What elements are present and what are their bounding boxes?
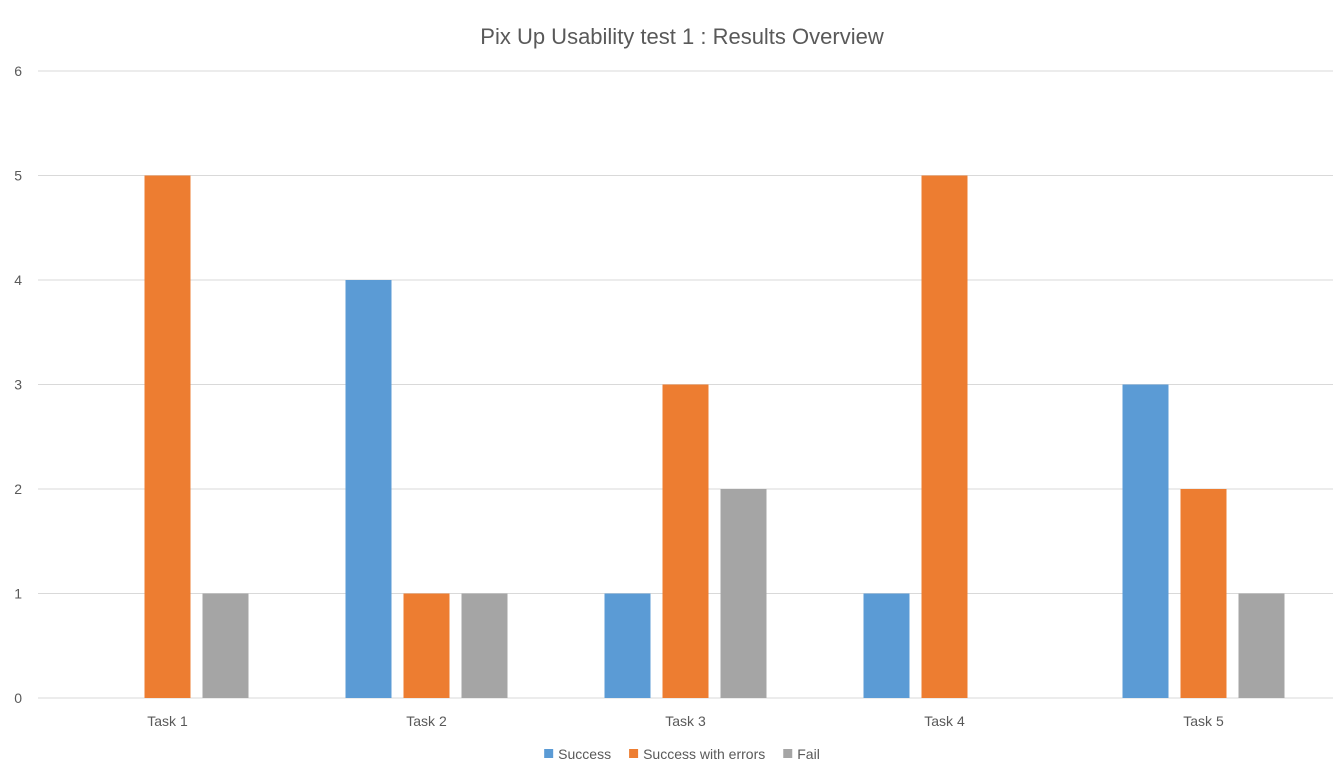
bar-fail-task-1 [202,593,249,698]
y-tick-label: 6 [14,63,22,79]
bar-success-task-5 [1122,384,1169,698]
legend-swatch [783,749,793,758]
bar-success-task-2 [345,280,392,698]
legend-label: Success [558,746,611,762]
x-tick-label: Task 4 [924,713,965,729]
bar-success-with-errors-task-1 [144,175,191,698]
y-tick-label: 1 [14,586,22,602]
x-axis-ticks: Task 1 Task 2 Task 3 Task 4 Task 5 [147,713,1224,729]
bar-fail-task-2 [461,593,508,698]
bar-success-with-errors-task-4 [921,175,968,698]
y-tick-label: 3 [14,377,22,393]
bar-success-with-errors-task-5 [1180,489,1227,698]
bar-success-task-3 [604,593,651,698]
bar-success-with-errors-task-2 [403,593,450,698]
y-tick-label: 2 [14,481,22,497]
bars [144,175,1285,698]
y-axis-ticks: 0 1 2 3 4 5 6 [14,63,22,706]
bar-success-with-errors-task-3 [662,384,709,698]
bar-fail-task-5 [1238,593,1285,698]
x-tick-label: Task 3 [665,713,706,729]
x-tick-label: Task 5 [1183,713,1224,729]
legend-swatch [544,749,554,758]
legend-swatch [629,749,639,758]
y-tick-label: 4 [14,272,22,288]
legend-label: Fail [797,746,820,762]
x-tick-label: Task 2 [406,713,447,729]
chart-title: Pix Up Usability test 1 : Results Overvi… [480,24,884,49]
bar-success-task-4 [863,593,910,698]
x-tick-label: Task 1 [147,713,188,729]
legend: Success Success with errors Fail [544,746,820,762]
bar-fail-task-3 [720,489,767,698]
legend-label: Success with errors [643,746,765,762]
y-tick-label: 5 [14,168,22,184]
y-tick-label: 0 [14,690,22,706]
